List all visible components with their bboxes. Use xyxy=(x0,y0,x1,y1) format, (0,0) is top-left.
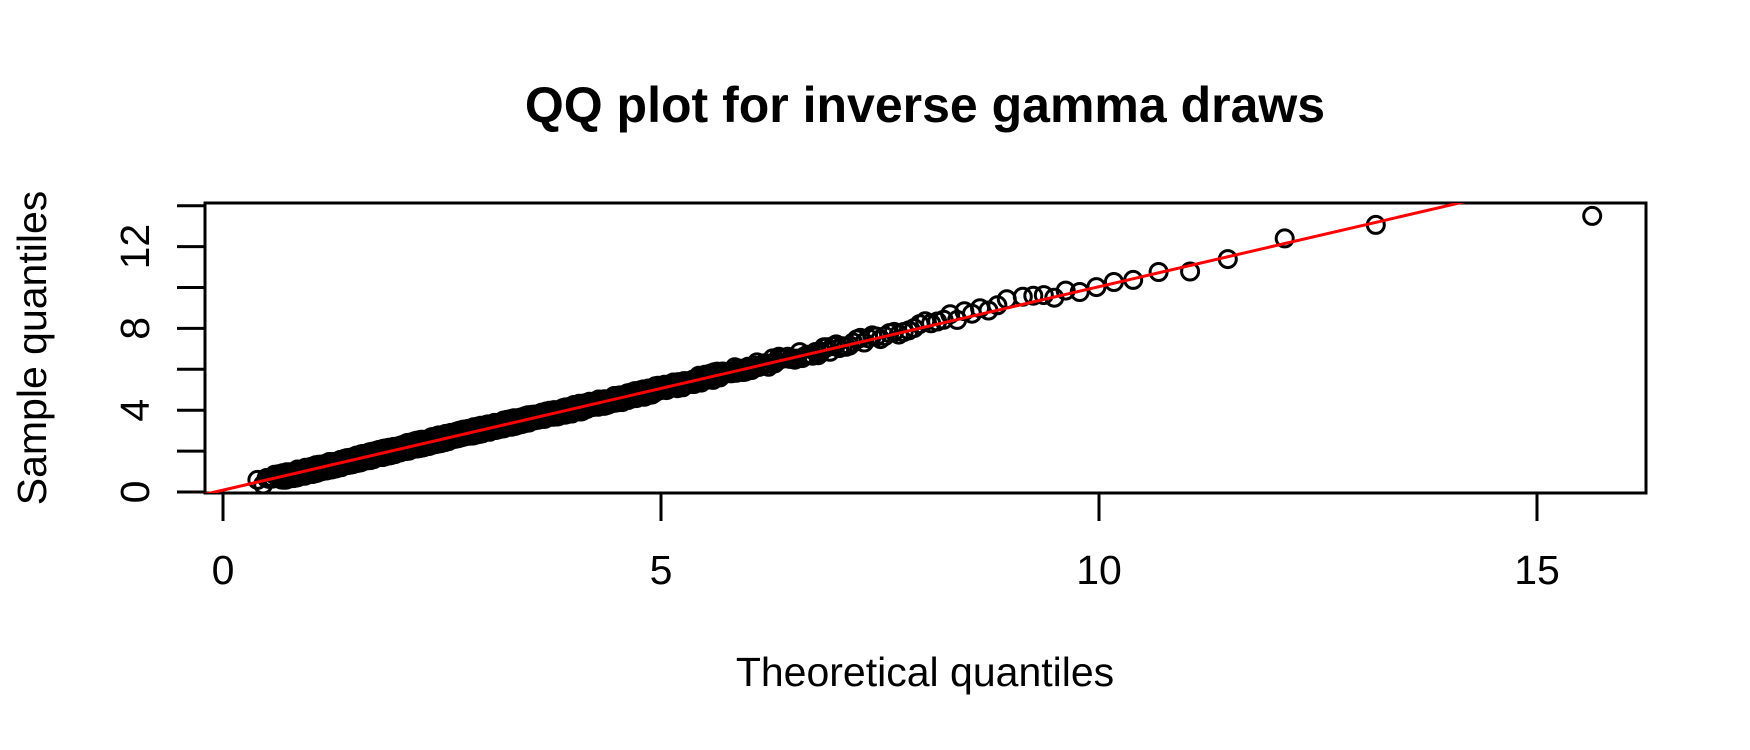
x-tick-label: 5 xyxy=(650,547,673,593)
y-tick-label: 0 xyxy=(112,481,158,504)
plot-box xyxy=(203,201,1648,495)
x-axis-label: Theoretical quantiles xyxy=(736,649,1114,695)
x-tick-label: 10 xyxy=(1076,547,1122,593)
y-axis-ticks: 0 4 8 12 xyxy=(112,204,205,504)
y-axis-label: Sample quantiles xyxy=(9,191,55,506)
y-tick-label: 8 xyxy=(112,317,158,340)
chart-title: QQ plot for inverse gamma draws xyxy=(525,77,1325,133)
y-tick-label: 12 xyxy=(112,224,158,270)
x-tick-label: 0 xyxy=(212,547,235,593)
x-axis-ticks: 0 5 10 15 xyxy=(212,493,1560,593)
data-points xyxy=(247,205,1603,493)
y-tick-label: 4 xyxy=(112,399,158,422)
x-tick-label: 15 xyxy=(1514,547,1560,593)
reference-line xyxy=(205,203,1466,493)
